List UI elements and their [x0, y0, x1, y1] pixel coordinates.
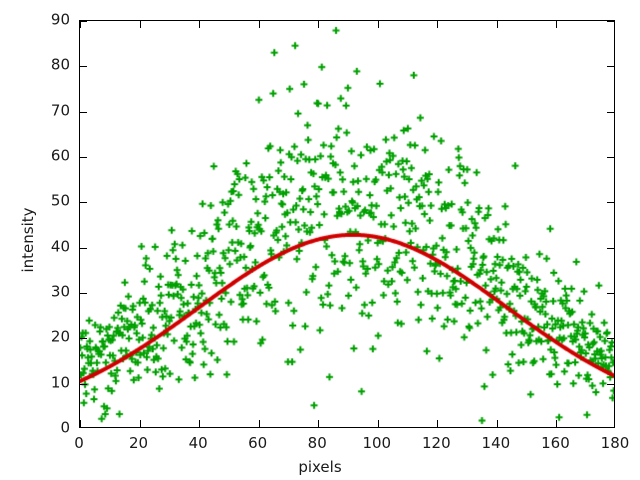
plot-canvas: [80, 21, 614, 427]
x-tick-label: 120: [422, 434, 451, 452]
x-tick-top: [318, 21, 319, 28]
y-tick: [80, 112, 87, 113]
x-tick: [140, 420, 141, 427]
y-tick: [80, 66, 87, 67]
y-tick: [80, 338, 87, 339]
x-tick: [437, 420, 438, 427]
y-tick-right: [607, 157, 614, 158]
x-tick-label: 140: [481, 434, 511, 452]
y-tick-right: [607, 384, 614, 385]
x-tick-label: 180: [600, 434, 630, 452]
y-tick-label: 70: [50, 101, 70, 120]
y-tick-right: [607, 293, 614, 294]
x-tick: [318, 420, 319, 427]
x-tick-label: 100: [362, 434, 392, 452]
y-tick-right: [607, 202, 614, 203]
x-tick: [80, 420, 81, 427]
y-tick-right: [607, 112, 614, 113]
y-tick-label: 10: [50, 373, 70, 392]
x-tick-top: [199, 21, 200, 28]
x-tick-top: [497, 21, 498, 28]
y-tick: [80, 157, 87, 158]
x-tick-top: [259, 21, 260, 28]
x-tick-top: [140, 21, 141, 28]
x-tick-top: [437, 21, 438, 28]
y-tick: [80, 21, 87, 22]
y-tick: [80, 384, 87, 385]
y-tick-label: 90: [50, 10, 70, 29]
x-tick-label: 60: [248, 434, 268, 452]
x-tick-top: [80, 21, 81, 28]
x-tick: [199, 420, 200, 427]
x-tick-top: [378, 21, 379, 28]
y-tick-right: [607, 66, 614, 67]
y-tick-label: 0: [60, 418, 70, 437]
x-tick: [497, 420, 498, 427]
y-tick-label: 80: [50, 55, 70, 74]
x-tick-top: [556, 21, 557, 28]
x-tick-label: 40: [188, 434, 208, 452]
x-axis-title: pixels: [298, 458, 342, 476]
plot-area: [79, 20, 615, 428]
y-tick-right: [607, 248, 614, 249]
y-tick-right: [607, 21, 614, 22]
x-tick: [259, 420, 260, 427]
x-tick-label: 160: [541, 434, 570, 452]
y-tick: [80, 248, 87, 249]
y-tick-label: 20: [50, 327, 70, 346]
x-tick-label: 20: [129, 434, 149, 452]
x-tick: [378, 420, 379, 427]
x-tick: [556, 420, 557, 427]
y-tick: [80, 202, 87, 203]
y-tick: [80, 293, 87, 294]
y-axis-title: intensity: [19, 207, 37, 273]
x-tick-label: 0: [74, 434, 84, 452]
y-tick-right: [607, 338, 614, 339]
x-tick-label: 80: [307, 434, 327, 452]
